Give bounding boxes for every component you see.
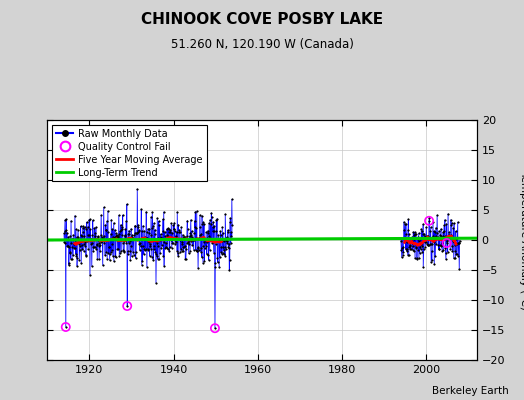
Point [123, 303, 132, 309]
Text: CHINOOK COVE POSBY LAKE: CHINOOK COVE POSBY LAKE [141, 12, 383, 27]
Point [425, 218, 433, 224]
Point [62, 324, 70, 330]
Y-axis label: Temperature Anomaly (°C): Temperature Anomaly (°C) [519, 170, 524, 310]
Legend: Raw Monthly Data, Quality Control Fail, Five Year Moving Average, Long-Term Tren: Raw Monthly Data, Quality Control Fail, … [52, 125, 206, 181]
Text: Berkeley Earth: Berkeley Earth [432, 386, 508, 396]
Text: 51.260 N, 120.190 W (Canada): 51.260 N, 120.190 W (Canada) [171, 38, 353, 51]
Point [211, 325, 219, 331]
Point [442, 240, 451, 246]
